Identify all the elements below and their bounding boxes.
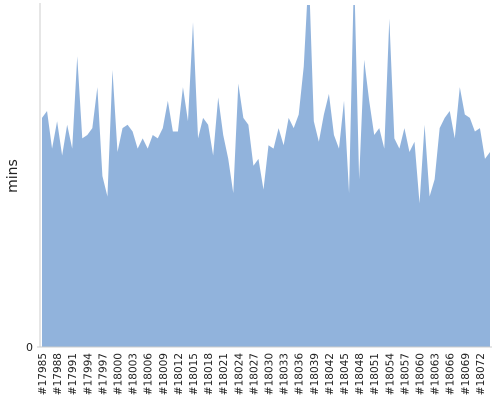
x-tick-label: #18057: [399, 353, 411, 395]
x-tick-label: #18042: [324, 353, 336, 395]
x-tick-label: #18024: [233, 353, 245, 396]
y-axis-label: mins: [5, 159, 21, 193]
y-tick-label: 0: [26, 341, 33, 354]
x-tick-label: #18018: [203, 353, 215, 395]
plot: [42, 5, 490, 347]
x-tick-label: #17988: [52, 353, 64, 395]
x-tick-label: #17991: [67, 353, 79, 395]
x-tick-label: #18012: [173, 353, 185, 395]
x-tick-label: #18027: [248, 353, 260, 395]
x-tick-label: #18054: [384, 353, 396, 396]
x-tick-label: #18063: [430, 353, 442, 395]
x-tick-label: #18069: [460, 353, 472, 395]
x-tick-label: #18039: [309, 353, 321, 395]
x-tick-label: #18009: [158, 353, 170, 395]
x-tick-label: #18045: [339, 353, 351, 395]
x-tick-label: #18030: [264, 353, 276, 395]
x-tick-label: #18003: [128, 353, 140, 395]
x-tick-label: #17994: [82, 353, 94, 396]
x-tick-label: #17985: [37, 353, 49, 395]
x-tick-label: #18060: [415, 353, 427, 395]
x-tick-label: #18036: [294, 353, 306, 396]
x-tick-label: #18000: [113, 353, 125, 395]
x-tick-label: #18048: [354, 353, 366, 395]
x-tick-label: #18006: [143, 353, 155, 396]
x-tick-label: #18051: [369, 353, 381, 395]
x-tick-label: #18021: [218, 353, 230, 395]
area: [42, 5, 490, 347]
x-tick-label: #18015: [188, 353, 200, 395]
x-tick-label: #17997: [97, 353, 109, 395]
x-tick-label: #18033: [279, 353, 291, 395]
x-tick-label: #18066: [445, 353, 457, 396]
x-tick-label: #18072: [475, 353, 487, 395]
